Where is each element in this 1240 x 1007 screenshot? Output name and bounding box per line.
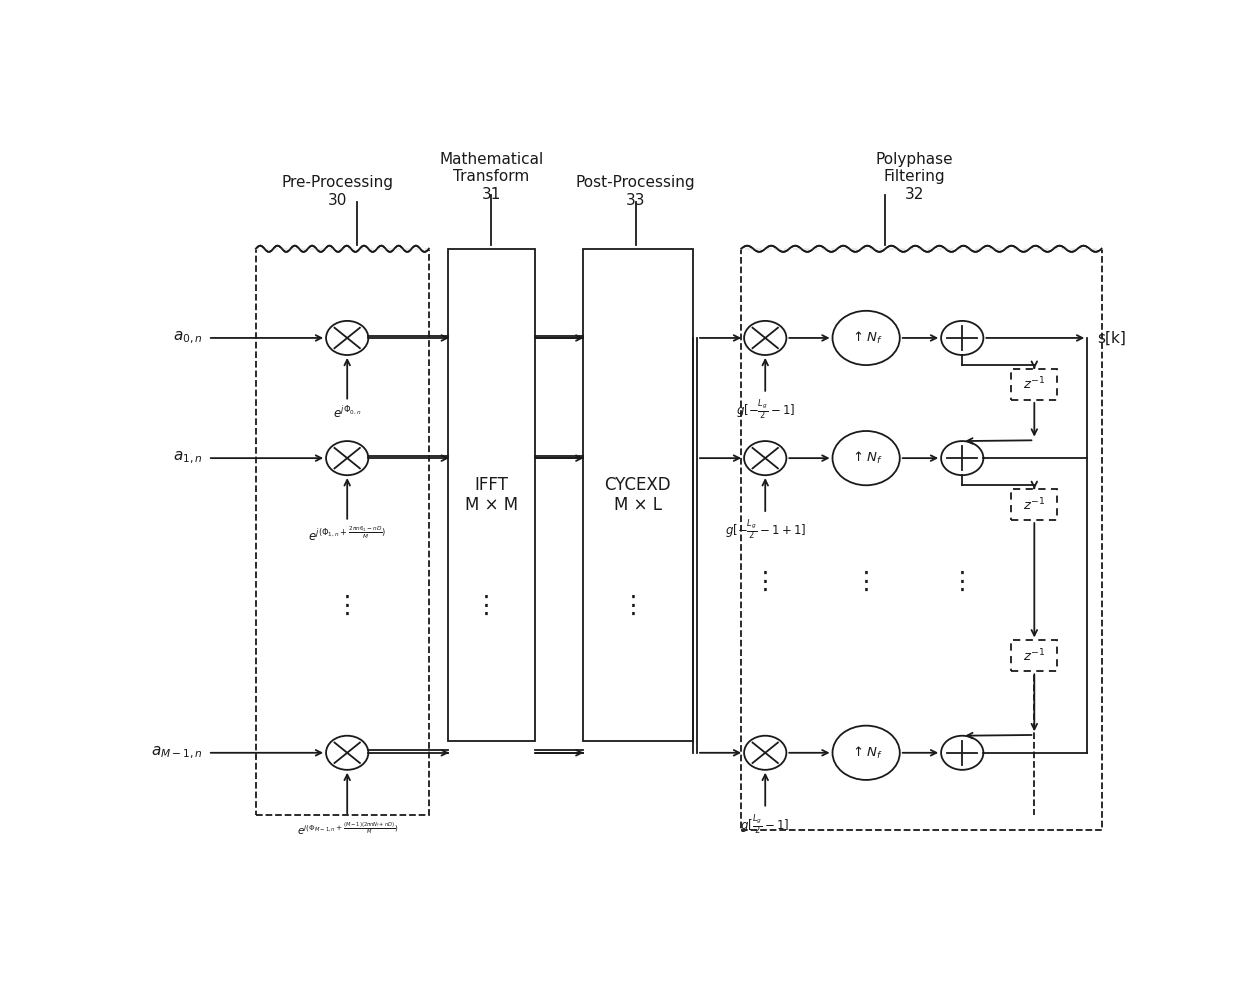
Text: $g[\frac{L_g}{2}-1]$: $g[\frac{L_g}{2}-1]$: [740, 813, 790, 837]
Text: ⋮: ⋮: [335, 593, 360, 617]
Text: ⋮: ⋮: [950, 570, 975, 594]
Text: $z^{-1}$: $z^{-1}$: [1023, 648, 1045, 665]
Text: $e^{j(\Phi_{1,n}+\frac{2\pi n6_1-nD}{M})}$: $e^{j(\Phi_{1,n}+\frac{2\pi n6_1-nD}{M})…: [308, 526, 387, 544]
Text: Mathematical
Transform
31: Mathematical Transform 31: [439, 152, 543, 201]
Text: $z^{-1}$: $z^{-1}$: [1023, 496, 1045, 513]
Text: ⋮: ⋮: [474, 593, 498, 617]
Bar: [742, 249, 1101, 831]
Text: s[k]: s[k]: [1096, 330, 1126, 345]
Text: IFFT
M × M: IFFT M × M: [465, 475, 518, 515]
Bar: [583, 249, 693, 741]
Text: Post-Processing
33: Post-Processing 33: [575, 175, 696, 207]
Text: $e^{j(\Phi_{M-1,n}+\frac{(M-1)(2\pi nN_f+nD)}{M})}$: $e^{j(\Phi_{M-1,n}+\frac{(M-1)(2\pi nN_f…: [296, 821, 398, 837]
Bar: [1012, 369, 1058, 400]
Text: $\uparrow N_f$: $\uparrow N_f$: [849, 330, 883, 346]
Text: $a_{0,n}$: $a_{0,n}$: [174, 330, 203, 346]
Text: $z^{-1}$: $z^{-1}$: [1023, 377, 1045, 393]
Text: Polyphase
Filtering
32: Polyphase Filtering 32: [875, 152, 954, 201]
Text: $\uparrow N_f$: $\uparrow N_f$: [849, 745, 883, 761]
Text: $a_{M-1,n}$: $a_{M-1,n}$: [151, 744, 203, 761]
Text: $a_{1,n}$: $a_{1,n}$: [174, 450, 203, 466]
Bar: [1012, 640, 1058, 672]
Text: ⋮: ⋮: [853, 570, 879, 594]
Text: CYCEXD
M × L: CYCEXD M × L: [605, 475, 671, 515]
Text: ⋮: ⋮: [753, 570, 777, 594]
Text: ⋮: ⋮: [620, 593, 646, 617]
Text: Pre-Processing
30: Pre-Processing 30: [281, 175, 393, 207]
Text: $g[-\frac{L_g}{2}-1+1]$: $g[-\frac{L_g}{2}-1+1]$: [724, 518, 806, 543]
Text: $e^{j\Phi_{0,n}}$: $e^{j\Phi_{0,n}}$: [334, 406, 361, 421]
Text: $g[-\frac{L_g}{2}-1]$: $g[-\frac{L_g}{2}-1]$: [735, 398, 795, 422]
Bar: [255, 249, 429, 815]
Text: $\uparrow N_f$: $\uparrow N_f$: [849, 450, 883, 466]
Bar: [1012, 489, 1058, 521]
Bar: [448, 249, 534, 741]
